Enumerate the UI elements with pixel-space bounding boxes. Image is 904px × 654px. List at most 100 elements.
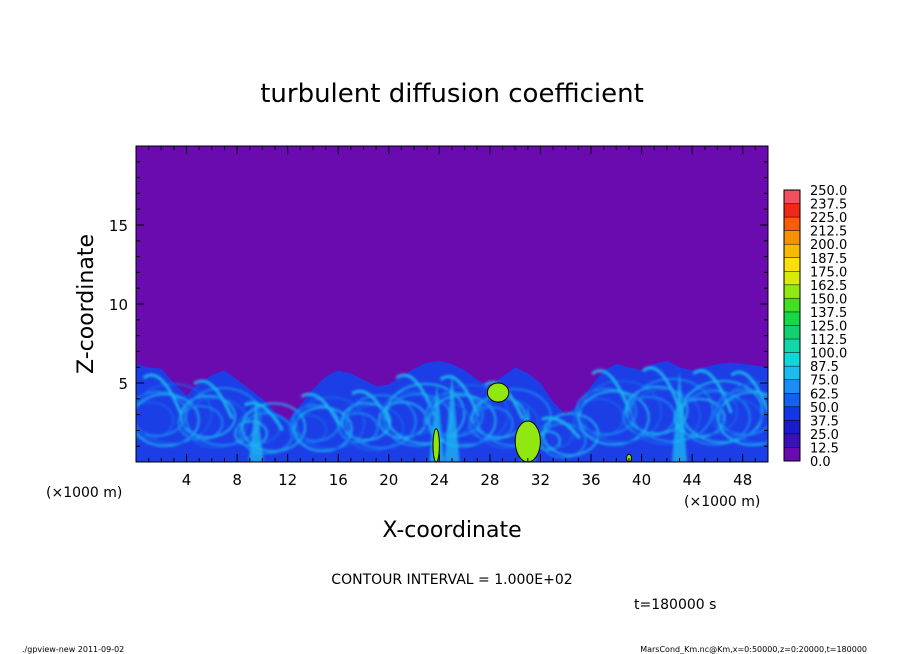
colorbar: 0.012.525.037.550.062.575.087.5100.0112.… xyxy=(783,184,847,470)
x-tick-label: 44 xyxy=(683,471,702,489)
y-axis-label: Z-coordinate xyxy=(74,234,99,374)
eddy-streak xyxy=(730,370,768,415)
chart-title: turbulent diffusion coefficient xyxy=(260,79,644,109)
y-tick-label: 10 xyxy=(109,296,128,314)
eddy-ring xyxy=(575,387,638,436)
eddy-ring xyxy=(238,412,294,455)
eddy-ring xyxy=(717,391,768,447)
y-tick-label: 15 xyxy=(109,217,128,235)
eddy-ring xyxy=(385,383,466,445)
x-tick-label: 4 xyxy=(182,471,192,489)
colorbar-label: 37.5 xyxy=(810,414,839,429)
eddy-ring xyxy=(627,388,702,445)
eddy-streak xyxy=(193,379,234,420)
colorbar-label: 225.0 xyxy=(810,211,847,226)
eddy-ring xyxy=(182,397,249,449)
x-axis-unit: (×1000 m) xyxy=(684,494,760,510)
x-axis-ticks: 4 8 12 16 20 24 28 32 36 40 44 48 xyxy=(148,146,756,489)
colorbar-swatch xyxy=(784,298,800,312)
x-tick-label: 24 xyxy=(430,471,449,489)
x-tick-label: 16 xyxy=(329,471,348,489)
eddy-ring xyxy=(288,414,328,445)
eddy-streak xyxy=(142,373,183,416)
colorbar-swatch xyxy=(784,352,800,367)
eddy-ring xyxy=(625,385,689,435)
colorbar-swatch xyxy=(784,393,800,407)
time-label: t=180000 s xyxy=(634,597,716,613)
x-axis-label: X-coordinate xyxy=(382,518,521,543)
eddy-streak xyxy=(300,392,341,427)
colorbar-label: 125.0 xyxy=(810,320,847,335)
x-tick-label: 20 xyxy=(379,471,398,489)
colorbar-swatch xyxy=(784,339,800,353)
eddy-streak xyxy=(541,416,581,440)
eddy-ring xyxy=(184,387,262,447)
colorbar-swatch xyxy=(784,366,800,380)
high-value-region xyxy=(514,420,541,462)
colorbar-label: 87.5 xyxy=(810,360,839,375)
colorbar-label: 75.0 xyxy=(810,374,839,389)
eddy-ring xyxy=(719,381,768,444)
x-tick-label: 36 xyxy=(581,471,600,489)
colorbar-swatch xyxy=(784,244,800,258)
colorbar-label: 212.5 xyxy=(810,225,847,240)
eddy-ring xyxy=(136,383,213,445)
colorbar-swatch xyxy=(784,311,800,326)
eddy-ring xyxy=(343,404,405,452)
colorbar-swatch xyxy=(784,447,800,461)
colorbar-label: 112.5 xyxy=(810,333,847,348)
colorbar-swatch xyxy=(784,433,800,448)
colorbar-swatch xyxy=(784,190,800,204)
eddy-streak xyxy=(395,373,436,416)
eddy-ring xyxy=(180,394,237,439)
colorbar-label: 100.0 xyxy=(810,347,847,362)
x-tick-label: 32 xyxy=(531,471,550,489)
eddy-ring xyxy=(241,402,307,453)
colorbar-label: 187.5 xyxy=(810,252,847,267)
plot-area xyxy=(135,145,769,463)
colorbar-swatch xyxy=(784,325,800,340)
colorbar-swatch xyxy=(784,284,800,299)
colorbar-swatch xyxy=(784,257,800,272)
turbulence-field xyxy=(136,360,768,462)
eddy-streak xyxy=(243,401,284,432)
colorbar-label: 250.0 xyxy=(810,184,847,199)
colorbar-label: 200.0 xyxy=(810,238,847,253)
eddy-ring xyxy=(473,398,540,449)
plume xyxy=(444,373,460,462)
x-tick-label: 28 xyxy=(480,471,499,489)
contour-interval-note: CONTOUR INTERVAL = 1.000E+02 xyxy=(331,572,572,588)
colorbar-label: 50.0 xyxy=(810,401,839,416)
eddy-ring xyxy=(293,406,353,453)
x-tick-label: 48 xyxy=(733,471,752,489)
eddy-ring xyxy=(630,377,714,443)
eddy-ring xyxy=(345,394,417,449)
x-tick-label: 8 xyxy=(232,471,242,489)
y-axis-ticks: 5 10 15 xyxy=(109,161,768,447)
colorbar-label: 12.5 xyxy=(810,441,839,456)
high-value-region xyxy=(432,428,440,462)
eddy-streak xyxy=(692,369,733,414)
plume xyxy=(248,398,264,462)
colorbar-label: 162.5 xyxy=(810,279,847,294)
plume xyxy=(671,370,688,462)
colorbar-swatch xyxy=(784,406,800,421)
colorbar-swatch xyxy=(784,203,800,218)
x-tick-label: 40 xyxy=(632,471,651,489)
colorbar-swatch xyxy=(784,230,800,245)
eddy-ring xyxy=(714,388,768,436)
colorbar-label: 25.0 xyxy=(810,428,839,443)
high-value-region xyxy=(486,382,510,403)
y-tick-label: 5 xyxy=(118,375,128,393)
colorbar-label: 0.0 xyxy=(810,455,831,470)
y-axis-unit: (×1000 m) xyxy=(46,485,122,501)
eddy-ring xyxy=(295,396,366,450)
colorbar-label: 137.5 xyxy=(810,306,847,321)
eddy-ring xyxy=(577,390,650,446)
eddy-ring xyxy=(427,394,497,448)
colorbar-swatch xyxy=(784,217,800,231)
colorbar-label: 150.0 xyxy=(810,292,847,307)
colorbar-label: 175.0 xyxy=(810,265,847,280)
colorbar-swatch xyxy=(784,420,800,434)
